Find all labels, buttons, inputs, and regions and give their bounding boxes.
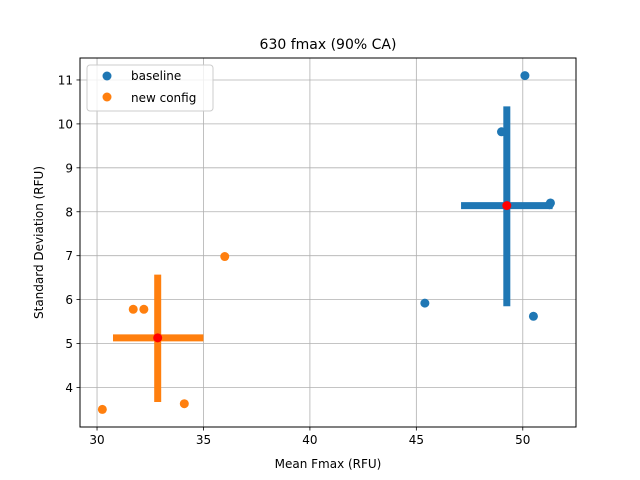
data-point-baseline (496, 127, 506, 137)
plot-frame (79, 57, 577, 428)
data-point-new-config (139, 304, 149, 314)
y-tick-label: 5 (65, 337, 73, 351)
x-tick-label: 30 (89, 433, 104, 447)
data-point-new-config (179, 399, 189, 409)
data-point-baseline (420, 298, 430, 308)
data-point-new-config (97, 404, 107, 414)
y-tick-label: 9 (65, 161, 73, 175)
legend-label-baseline: baseline (131, 69, 181, 83)
center-marker-baseline (502, 201, 512, 211)
legend-marker-baseline (102, 71, 112, 81)
y-tick-label: 10 (58, 117, 73, 131)
x-axis-ticks: 30 35 40 45 50 (89, 427, 530, 447)
y-tick-label: 11 (58, 73, 73, 87)
legend: baseline new config (86, 64, 214, 112)
y-tick-label: 8 (65, 205, 73, 219)
y-axis-ticks: 4 5 6 7 8 9 10 11 (58, 73, 80, 395)
center-markers (153, 201, 512, 343)
y-axis-label: Standard Deviation (RFU) (32, 166, 46, 319)
data-point-baseline (520, 71, 530, 81)
data-points (97, 71, 555, 414)
x-tick-label: 40 (302, 433, 317, 447)
legend-box (86, 64, 214, 112)
grid-lines (80, 58, 576, 427)
center-marker-new-config (153, 333, 163, 343)
data-point-baseline (528, 311, 538, 321)
legend-marker-new-config (102, 92, 112, 102)
chart-title: 630 fmax (90% CA) (260, 37, 397, 53)
x-axis-label: Mean Fmax (RFU) (275, 457, 382, 471)
x-tick-label: 35 (196, 433, 211, 447)
data-point-new-config (220, 252, 230, 262)
data-point-baseline (544, 200, 554, 210)
x-tick-label: 45 (409, 433, 424, 447)
y-tick-label: 4 (65, 381, 73, 395)
y-tick-label: 6 (65, 293, 73, 307)
y-tick-label: 7 (65, 249, 73, 263)
x-tick-label: 50 (515, 433, 530, 447)
legend-label-new-config: new config (131, 91, 196, 105)
data-point-new-config (128, 304, 138, 314)
